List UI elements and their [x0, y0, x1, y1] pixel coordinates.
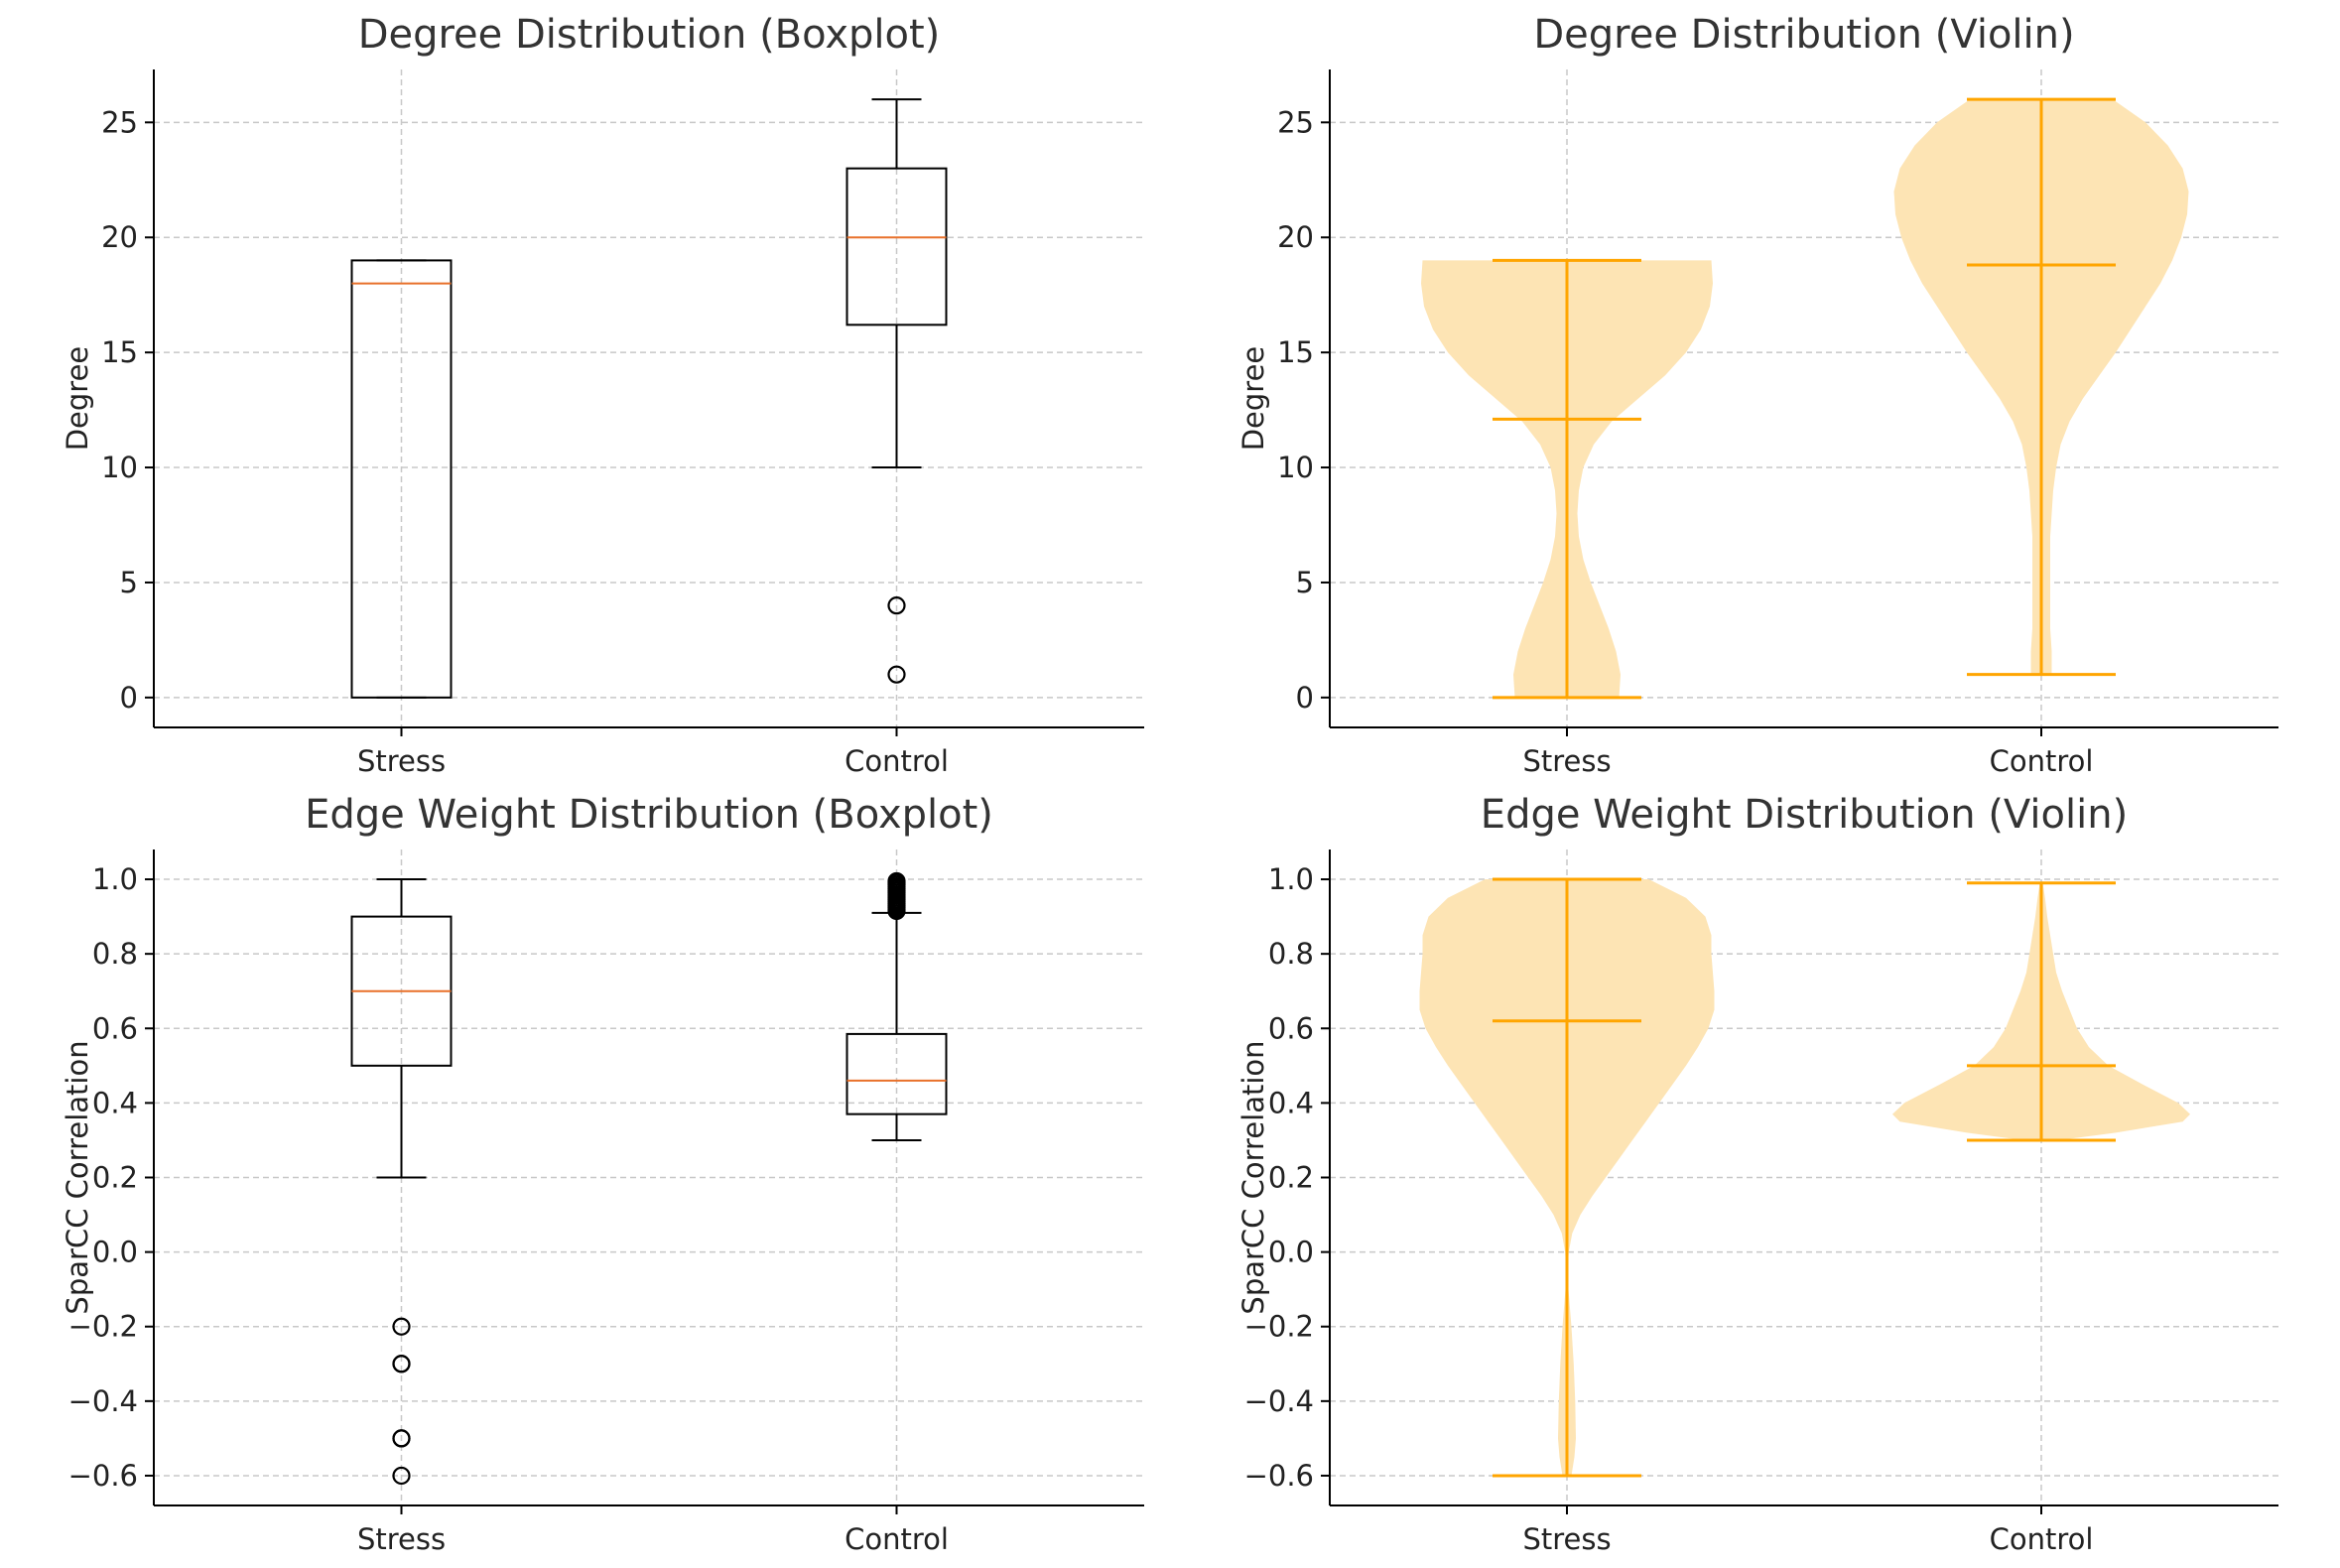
- x-tick-label-stress: Stress: [357, 1522, 446, 1556]
- y-tick-label: 5: [1296, 566, 1314, 599]
- y-tick-label: 0.4: [92, 1086, 138, 1119]
- y-axis-label: Degree: [61, 346, 94, 452]
- y-tick-label: 0.8: [92, 937, 138, 971]
- panel-deg-violin: 0 5 10 15 20 25 Stress Control Degree Distributi…: [1236, 12, 2278, 778]
- x-tick-label-control: Control: [1990, 744, 2094, 778]
- outlier-point: [887, 596, 906, 615]
- panel-ew-violin: 1.0 0.8 0.6 0.4 0.2 0.0 −0.2 −0.4 −0.6 Stress Cont…: [1236, 792, 2278, 1556]
- violin-control: [1893, 97, 2189, 677]
- y-tick-label: 0.2: [92, 1161, 138, 1195]
- y-tick-label: −0.2: [1244, 1310, 1314, 1344]
- y-axis-label: SparCC Correlation: [61, 1040, 94, 1314]
- y-tick-label: 0.6: [92, 1011, 138, 1045]
- box-iqr: [845, 167, 948, 327]
- violin-stress: [1421, 258, 1713, 700]
- y-tick-label: 0.8: [1268, 937, 1314, 971]
- y-axis-label: SparCC Correlation: [1236, 1040, 1270, 1314]
- x-tick-label-control: Control: [845, 744, 949, 778]
- y-tick-label: −0.4: [1244, 1384, 1314, 1418]
- y-tick-label: 0.0: [92, 1236, 138, 1269]
- y-tick-label: 25: [1277, 105, 1314, 139]
- chart-title: Degree Distribution (Boxplot): [358, 12, 941, 58]
- outlier-point: [392, 1429, 411, 1448]
- violin-stress: [1419, 877, 1715, 1478]
- y-tick-label: 20: [101, 220, 138, 254]
- outlier-point: [392, 1466, 411, 1486]
- box-stress: [350, 878, 453, 1486]
- x-tick-label-control: Control: [1990, 1522, 2094, 1556]
- y-tick-label: 10: [101, 451, 138, 484]
- outlier-point: [392, 1317, 411, 1336]
- box-control: [845, 871, 948, 1141]
- y-tick-label: 0.2: [1268, 1161, 1314, 1195]
- y-tick-label: 0.4: [1268, 1086, 1314, 1119]
- violin-control: [1892, 881, 2190, 1142]
- panel-deg-box: 0 5 10 15 20 25 Stress Control Degree Distributi…: [61, 12, 1144, 778]
- box-stress: [350, 259, 453, 699]
- outlier-point: [887, 665, 906, 684]
- x-tick-label-stress: Stress: [357, 744, 446, 778]
- y-tick-label: 20: [1277, 220, 1314, 254]
- y-tick-label: −0.2: [68, 1310, 138, 1344]
- x-tick-label-stress: Stress: [1522, 1522, 1611, 1556]
- y-tick-label: 15: [101, 335, 138, 369]
- chart-title: Edge Weight Distribution (Violin): [1481, 792, 2128, 838]
- box-iqr: [350, 259, 453, 699]
- x-tick-label-control: Control: [845, 1522, 949, 1556]
- y-tick-label: −0.6: [1244, 1459, 1314, 1493]
- box-control: [845, 98, 948, 684]
- y-tick-label: −0.4: [68, 1384, 138, 1418]
- y-tick-label: 10: [1277, 451, 1314, 484]
- y-tick-label: 15: [1277, 335, 1314, 369]
- y-tick-label: 25: [101, 105, 138, 139]
- panel-ew-box: 1.0 0.8 0.6 0.4 0.2 0.0 −0.2 −0.4 −0.6 Stress Cont…: [61, 792, 1144, 1556]
- y-tick-label: 0.6: [1268, 1011, 1314, 1045]
- y-tick-label: 0.0: [1268, 1236, 1314, 1269]
- box-iqr: [845, 1032, 948, 1115]
- chart-title: Edge Weight Distribution (Boxplot): [305, 792, 993, 838]
- y-tick-label: 5: [120, 566, 138, 599]
- x-tick-label-stress: Stress: [1522, 744, 1611, 778]
- outlier-point: [887, 871, 906, 891]
- y-tick-label: 1.0: [92, 862, 138, 896]
- y-tick-label: 1.0: [1268, 862, 1314, 896]
- y-tick-label: 0: [120, 681, 138, 715]
- y-tick-label: −0.6: [68, 1459, 138, 1493]
- y-axis-label: Degree: [1236, 346, 1270, 452]
- chart-title: Degree Distribution (Violin): [1533, 12, 2074, 58]
- y-tick-label: 0: [1296, 681, 1314, 715]
- outlier-point: [392, 1355, 411, 1373]
